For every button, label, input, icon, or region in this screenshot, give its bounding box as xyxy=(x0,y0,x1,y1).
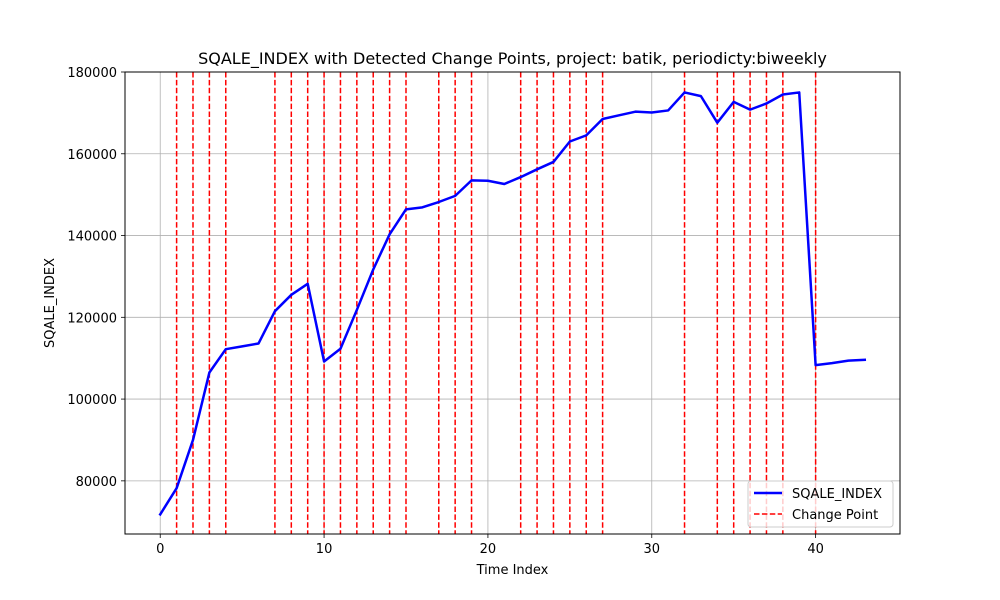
y-tick-label: 100000 xyxy=(67,393,117,408)
y-tick-label: 180000 xyxy=(67,66,117,81)
x-ticks: 0 10 20 30 40 xyxy=(156,534,824,557)
legend-line-label: SQALE_INDEX xyxy=(792,487,882,502)
y-axis-label: SQALE_INDEX xyxy=(43,258,58,348)
plot-frame xyxy=(124,71,901,535)
y-tick-label: 80000 xyxy=(76,475,117,490)
x-tick-label: 40 xyxy=(807,542,824,557)
legend-box xyxy=(747,480,894,528)
y-tick-label: 120000 xyxy=(67,311,117,326)
x-tick-label: 10 xyxy=(316,542,333,557)
legend: SQALE_INDEX Change Point xyxy=(747,480,894,528)
y-ticks: 80000 100000 120000 140000 160000 180000 xyxy=(67,66,125,490)
x-tick-label: 20 xyxy=(480,542,497,557)
series-line-sqale-index xyxy=(158,91,867,517)
x-tick-label: 0 xyxy=(156,542,164,557)
x-axis-label: Time Index xyxy=(476,563,549,578)
change-points xyxy=(175,72,817,534)
legend-change-label: Change Point xyxy=(792,508,878,523)
x-tick-label: 30 xyxy=(643,542,660,557)
chart-title: SQALE_INDEX with Detected Change Points,… xyxy=(198,49,827,69)
series-layer xyxy=(158,91,867,517)
y-tick-label: 140000 xyxy=(67,230,117,245)
y-tick-label: 160000 xyxy=(67,148,117,163)
